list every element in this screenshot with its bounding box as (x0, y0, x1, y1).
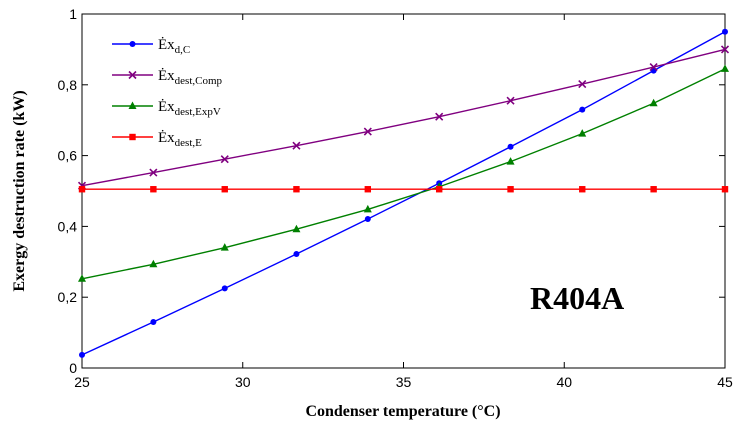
data-point (79, 351, 85, 358)
y-tick-label: 0 (69, 360, 77, 376)
data-point (435, 112, 444, 121)
data-point (506, 157, 515, 165)
x-tick-label: 40 (556, 374, 572, 390)
legend-label: Ėxdest,Comp (158, 68, 223, 87)
series-line (81, 31, 726, 356)
data-point (292, 141, 301, 150)
data-point (149, 168, 158, 177)
data-point (293, 251, 300, 258)
data-point (721, 64, 729, 72)
legend-entry: Ėxdest,ExpV (112, 99, 221, 118)
legend-label-sub: d,C (175, 44, 191, 56)
legend-label-sub: dest,Comp (175, 75, 223, 87)
legend-label-main: Ėx (158, 130, 175, 146)
series-dest-e (78, 186, 729, 193)
data-point (506, 96, 515, 105)
legend-label-main: Ėx (158, 37, 175, 53)
series-layer (77, 28, 730, 358)
data-point (149, 259, 158, 268)
x-tick-label: 35 (396, 374, 412, 390)
y-tick-label: 0,8 (58, 77, 78, 93)
data-point (435, 186, 443, 193)
data-point (293, 186, 300, 193)
x-axis-title: Condenser temperature (°C) (305, 403, 500, 420)
data-point (721, 186, 729, 193)
legend-marker (129, 133, 136, 141)
data-point (364, 215, 371, 222)
data-point (220, 243, 229, 251)
y-tick-label: 0,2 (58, 289, 78, 305)
plot-frame (81, 13, 726, 369)
legend-label-sub: dest,E (175, 137, 202, 149)
data-point (78, 274, 86, 282)
series-dest-comp (77, 45, 730, 190)
legend-label-main: Ėx (158, 99, 175, 115)
data-point (221, 186, 228, 193)
legend-label: Ėxd,C (158, 37, 190, 56)
legend-entry: Ėxdest,Comp (112, 68, 223, 87)
data-point (579, 186, 586, 193)
series-line (81, 48, 726, 187)
data-point (363, 204, 372, 213)
data-point (650, 186, 657, 193)
x-tick-label: 45 (717, 374, 733, 390)
series-line (81, 68, 726, 280)
data-point (78, 186, 86, 193)
data-point (649, 98, 658, 107)
legend-label-sub: dest,ExpV (175, 106, 221, 118)
data-point (220, 155, 229, 164)
x-tick-label: 25 (74, 374, 90, 390)
data-point (292, 224, 301, 233)
y-tick-label: 0,4 (58, 218, 78, 234)
legend-marker (129, 41, 136, 47)
legend-entry: Ėxd,C (112, 37, 190, 56)
data-point (150, 186, 157, 193)
chart-annotation: R404A (530, 280, 624, 316)
legend-marker (128, 70, 137, 80)
data-point (507, 143, 514, 150)
legend-marker (128, 101, 137, 109)
data-point (720, 45, 730, 54)
data-point (578, 80, 587, 89)
y-tick-label: 0,6 (58, 148, 78, 164)
data-point (363, 127, 372, 136)
legend-label: Ėxdest,ExpV (158, 99, 221, 118)
legend-label: Ėxdest,E (158, 130, 202, 149)
data-point (722, 28, 728, 35)
y-axis-title: Exergy destruction rate (kW) (11, 90, 28, 291)
data-point (150, 318, 157, 325)
ticks: 25 30 35 40 45 0 0,2 0,4 0,6 0,8 1 (58, 6, 733, 390)
legend-entry: Ėxdest,E (112, 130, 202, 149)
series-dest-expv (78, 64, 729, 282)
data-point (364, 186, 372, 193)
y-tick-label: 1 (69, 6, 77, 22)
data-point (579, 106, 586, 113)
data-point (507, 186, 514, 193)
data-point (221, 285, 228, 292)
data-point (649, 63, 658, 72)
series-d-c (79, 28, 728, 358)
data-point (578, 129, 587, 137)
legend-label-main: Ėx (158, 68, 175, 84)
x-tick-label: 30 (235, 374, 251, 390)
